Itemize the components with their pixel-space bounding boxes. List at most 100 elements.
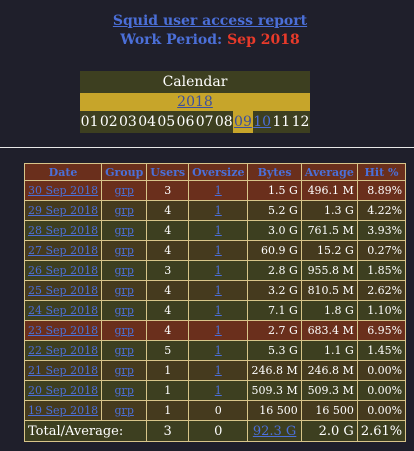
table-row: 24 Sep 2018 grp 4 1 7.1 G 1.8 G 1.10% (25, 301, 406, 320)
oversize-cell: 1 (189, 221, 248, 240)
group-link[interactable]: grp (114, 204, 134, 217)
group-cell: grp (102, 301, 147, 320)
group-link[interactable]: grp (114, 304, 134, 317)
oversize-link[interactable]: 1 (214, 324, 222, 337)
users-cell: 4 (147, 241, 189, 260)
group-link[interactable]: grp (114, 404, 134, 417)
date-link[interactable]: 21 Sep 2018 (28, 364, 99, 377)
calendar-year-link[interactable]: 2018 (177, 94, 213, 110)
oversize-cell: 1 (189, 361, 248, 380)
bytes-cell: 3.2 G (248, 281, 301, 300)
group-cell: grp (102, 321, 147, 340)
group-link[interactable]: grp (114, 264, 134, 277)
oversize-cell: 0 (189, 401, 248, 420)
table-row: 28 Sep 2018 grp 4 1 3.0 G 761.5 M 3.93% (25, 221, 406, 240)
date-link[interactable]: 29 Sep 2018 (28, 204, 99, 217)
date-link[interactable]: 27 Sep 2018 (28, 244, 99, 257)
date-cell: 26 Sep 2018 (25, 261, 102, 280)
divider (0, 147, 414, 148)
date-link[interactable]: 24 Sep 2018 (28, 304, 99, 317)
date-link[interactable]: 25 Sep 2018 (28, 284, 99, 297)
calendar-month-09[interactable]: 09 (233, 111, 253, 133)
oversize-link[interactable]: 1 (214, 304, 222, 317)
calendar-month-11: 11 (272, 114, 291, 130)
oversize-link[interactable]: 1 (214, 244, 222, 257)
group-link[interactable]: grp (114, 184, 134, 197)
total-row: Total/Average: 3 0 92.3 G 2.0 G 2.61% (25, 421, 406, 441)
average-cell: 246.8 M (301, 361, 357, 380)
group-link[interactable]: grp (114, 344, 134, 357)
date-link[interactable]: 26 Sep 2018 (28, 264, 99, 277)
group-link[interactable]: grp (114, 284, 134, 297)
table-header-row: Date Group Users Oversize Bytes Average … (25, 164, 406, 180)
calendar-month-03: 03 (119, 114, 137, 130)
calendar-title: Calendar (80, 71, 310, 93)
average-cell: 509.3 M (301, 381, 357, 400)
total-bytes-link[interactable]: 92.3 G (252, 423, 297, 439)
average-cell: 16 500 (301, 401, 357, 420)
table-row: 21 Sep 2018 grp 1 1 246.8 M 246.8 M 0.00% (25, 361, 406, 380)
group-cell: grp (102, 281, 147, 300)
work-period-value: Sep 2018 (227, 32, 300, 48)
bytes-cell: 60.9 G (248, 241, 301, 260)
group-cell: grp (102, 381, 147, 400)
users-cell: 4 (147, 201, 189, 220)
oversize-link[interactable]: 1 (214, 284, 222, 297)
oversize-link[interactable]: 1 (214, 384, 222, 397)
group-link[interactable]: grp (114, 224, 134, 237)
date-cell: 28 Sep 2018 (25, 221, 102, 240)
date-link[interactable]: 30 Sep 2018 (28, 184, 99, 197)
calendar-month-10[interactable]: 10 (253, 114, 272, 130)
total-average: 2.0 G (301, 421, 357, 441)
oversize-cell: 1 (189, 341, 248, 360)
date-link[interactable]: 20 Sep 2018 (28, 384, 99, 397)
date-link[interactable]: 22 Sep 2018 (28, 344, 99, 357)
group-link[interactable]: grp (114, 324, 134, 337)
date-cell: 25 Sep 2018 (25, 281, 102, 300)
access-report-table: Date Group Users Oversize Bytes Average … (24, 163, 407, 442)
oversize-link[interactable]: 1 (214, 224, 222, 237)
calendar: Calendar 2018 01 02 03 04 05 06 07 08 09 10 11 12 (80, 71, 310, 133)
hit-cell: 0.00% (357, 401, 406, 420)
hit-cell: 3.93% (357, 221, 406, 240)
bytes-cell: 5.3 G (248, 341, 301, 360)
calendar-month-05: 05 (157, 114, 176, 130)
calendar-month-07: 07 (195, 114, 214, 130)
total-bytes-cell: 92.3 G (248, 421, 301, 441)
oversize-link[interactable]: 1 (214, 184, 222, 197)
oversize-cell: 1 (189, 261, 248, 280)
date-link[interactable]: 23 Sep 2018 (28, 324, 99, 337)
group-cell: grp (102, 181, 147, 200)
table-body: 30 Sep 2018 grp 3 1 1.5 G 496.1 M 8.89% 29 Sep … (25, 181, 406, 441)
calendar-month-08: 08 (214, 114, 233, 130)
calendar-month-12: 12 (291, 114, 310, 130)
calendar-month-02: 02 (99, 114, 118, 130)
group-link[interactable]: grp (114, 244, 134, 257)
table-row: 22 Sep 2018 grp 5 1 5.3 G 1.1 G 1.45% (25, 341, 406, 360)
report-title-link[interactable]: Squid user access report (112, 13, 308, 29)
date-cell: 22 Sep 2018 (25, 341, 102, 360)
date-link[interactable]: 28 Sep 2018 (28, 224, 99, 237)
oversize-link[interactable]: 1 (214, 264, 222, 277)
group-link[interactable]: grp (114, 364, 134, 377)
users-cell: 5 (147, 341, 189, 360)
group-cell: grp (102, 221, 147, 240)
column-header-hit: Hit % (357, 164, 406, 180)
group-link[interactable]: grp (114, 384, 134, 397)
column-header-date: Date (25, 164, 102, 180)
average-cell: 955.8 M (301, 261, 357, 280)
hit-cell: 1.85% (357, 261, 406, 280)
oversize-link[interactable]: 1 (214, 204, 222, 217)
oversize-cell: 1 (189, 281, 248, 300)
total-users: 3 (147, 421, 189, 441)
table-row: 19 Sep 2018 grp 1 0 16 500 16 500 0.00% (25, 401, 406, 420)
oversize-cell: 1 (189, 181, 248, 200)
oversize-link[interactable]: 1 (214, 344, 222, 357)
average-cell: 1.8 G (301, 301, 357, 320)
oversize-link[interactable]: 1 (214, 364, 222, 377)
bytes-cell: 7.1 G (248, 301, 301, 320)
date-cell: 30 Sep 2018 (25, 181, 102, 200)
column-header-oversize: Oversize (189, 164, 248, 180)
date-link[interactable]: 19 Sep 2018 (28, 404, 99, 417)
